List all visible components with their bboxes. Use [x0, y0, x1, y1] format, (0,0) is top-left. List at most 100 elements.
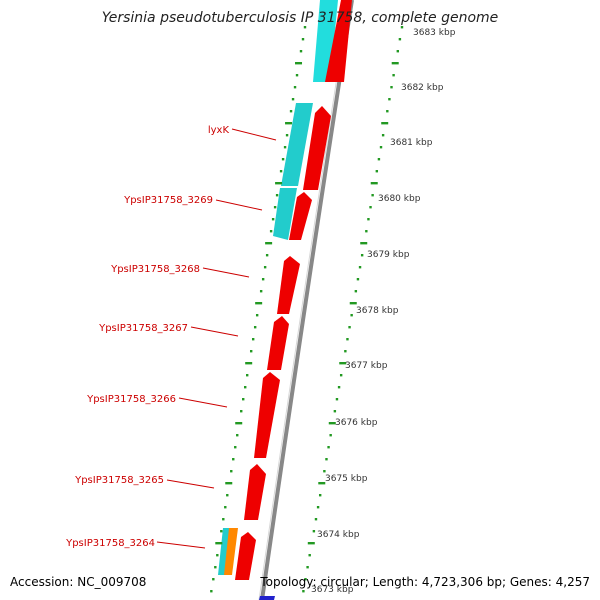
- ruler-dot-inner: [249, 350, 253, 353]
- ruler-dot-inner: [265, 242, 273, 245]
- forward-gene-3266: [254, 372, 280, 458]
- ruler-dot-outer: [323, 470, 326, 473]
- ruler-dot-inner: [275, 194, 279, 197]
- ruler-dot-outer: [381, 134, 385, 137]
- ruler-dot-inner: [215, 542, 223, 545]
- forward-gene-3267: [267, 316, 289, 370]
- ruler-dot-inner: [234, 446, 237, 449]
- ruler-dot-outer: [358, 266, 362, 269]
- gene-label: YpsIP31758_3268: [110, 264, 200, 275]
- ruler-dot-outer: [327, 446, 330, 449]
- backbone-track: [260, 0, 354, 600]
- ruler-dot-inner: [281, 158, 285, 161]
- ruler-dot-inner: [269, 230, 273, 233]
- topology-text: Topology: circular; Length: 4,723,306 bp…: [260, 575, 590, 589]
- ruler-dot-inner: [301, 38, 305, 41]
- label-connectors: [156, 128, 277, 549]
- ruler-dot-outer: [400, 26, 404, 29]
- ruler-dot-inner: [225, 482, 233, 485]
- ruler-dot-outer: [302, 590, 305, 593]
- forward-gene-3264: [235, 532, 256, 580]
- ruler-dot-outer: [377, 158, 381, 161]
- ruler-dot-inner: [271, 218, 275, 221]
- ruler-dot-inner: [246, 374, 249, 377]
- ruler-dot-outer: [329, 434, 332, 437]
- ruler-dot-outer: [316, 506, 320, 509]
- ruler-dot-inner: [216, 554, 219, 557]
- ruler-dot-inner: [263, 266, 267, 269]
- ruler-dot-inner: [295, 74, 299, 77]
- ruler-dot-inner: [245, 362, 253, 365]
- scale-label: 3675 kbp: [325, 474, 368, 484]
- blue-feature-bottom: [259, 596, 275, 600]
- ruler-dot-outer: [367, 218, 370, 221]
- ruler-dot-inner: [210, 590, 213, 593]
- ruler-dot-outer: [360, 254, 364, 257]
- ruler-dot-outer: [346, 338, 349, 341]
- ruler-dot-inner: [259, 290, 263, 293]
- ruler-dot-outer: [356, 278, 360, 281]
- ruler-dot-inner: [299, 50, 303, 53]
- ruler-dot-inner: [293, 86, 297, 89]
- map-title: Yersinia pseudotuberculosis IP 31758, co…: [101, 10, 499, 26]
- ruler-dot-inner: [255, 302, 263, 305]
- ruler-dot-inner: [226, 494, 229, 497]
- ruler-dot-outer: [318, 482, 326, 485]
- ruler-dot-outer: [360, 242, 368, 245]
- ruler-dot-outer: [388, 98, 391, 101]
- ruler-dot-outer: [304, 578, 307, 581]
- ruler-dot-inner: [244, 386, 247, 389]
- scale-label: 3682 kbp: [401, 83, 444, 93]
- ruler-dot-inner: [303, 26, 307, 29]
- ruler-dot-outer: [370, 182, 378, 185]
- ruler-dot-inner: [279, 170, 283, 173]
- scale-label: 3680 kbp: [378, 194, 421, 204]
- ruler-dot-outer: [381, 122, 389, 125]
- ruler-dot-outer: [350, 314, 353, 317]
- forward-gene-lyxk: [303, 106, 331, 190]
- ruler-dot-inner: [253, 326, 257, 329]
- ruler-dot-outer: [386, 110, 389, 113]
- ruler-dot-outer: [339, 362, 347, 365]
- ruler-dot-outer: [392, 74, 395, 77]
- reverse-gene-lyxk: [281, 103, 313, 186]
- ruler-dot-inner: [265, 254, 269, 257]
- labels-layer: 3683 kbp 3682 kbp 3681 kbp 3680 kbp 3679 kbp…: [65, 28, 456, 595]
- gene-label: YpsIP31758_3267: [98, 323, 188, 334]
- scale-label: 3674 kbp: [317, 530, 360, 540]
- scale-label: 3681 kbp: [390, 138, 433, 148]
- ruler-dot-inner: [236, 434, 239, 437]
- reverse-gene-3269: [273, 188, 297, 240]
- ruler-dot-inner: [230, 470, 233, 473]
- ruler-dot-inner: [283, 146, 287, 149]
- ruler-dot-outer: [339, 374, 343, 377]
- ruler-dot-outer: [306, 566, 309, 569]
- ruler-dot-inner: [212, 578, 215, 581]
- ruler-dot-outer: [354, 290, 358, 293]
- ruler-dot-outer: [308, 554, 311, 557]
- ruler-dot-outer: [335, 398, 339, 401]
- ruler-dot-outer: [337, 386, 341, 389]
- forward-gene-3269: [289, 192, 312, 240]
- ruler-dot-outer: [371, 194, 374, 197]
- scale-label: 3683 kbp: [413, 28, 456, 38]
- ruler-dot-inner: [255, 314, 259, 317]
- ruler-dot-inner: [285, 122, 293, 125]
- scale-label: 3676 kbp: [335, 418, 378, 428]
- ruler-dot-inner: [235, 422, 243, 425]
- ruler-dot-inner: [295, 62, 303, 65]
- ruler-dot-outer: [365, 230, 368, 233]
- backbone-track-highlight: [258, 0, 350, 600]
- ruler-dot-inner: [220, 530, 223, 533]
- ruler-dot-outer: [369, 206, 372, 209]
- forward-gene-top: [325, 0, 352, 82]
- ruler-dot-inner: [285, 134, 289, 137]
- ruler-dot-inner: [214, 566, 217, 569]
- ruler-dot-outer: [348, 326, 351, 329]
- ruler-dot-outer: [379, 146, 383, 149]
- ruler-dot-inner: [242, 398, 245, 401]
- forward-gene-3268: [277, 256, 300, 314]
- gene-label: lyxK: [208, 125, 230, 136]
- ruler-dot-outer: [333, 410, 337, 413]
